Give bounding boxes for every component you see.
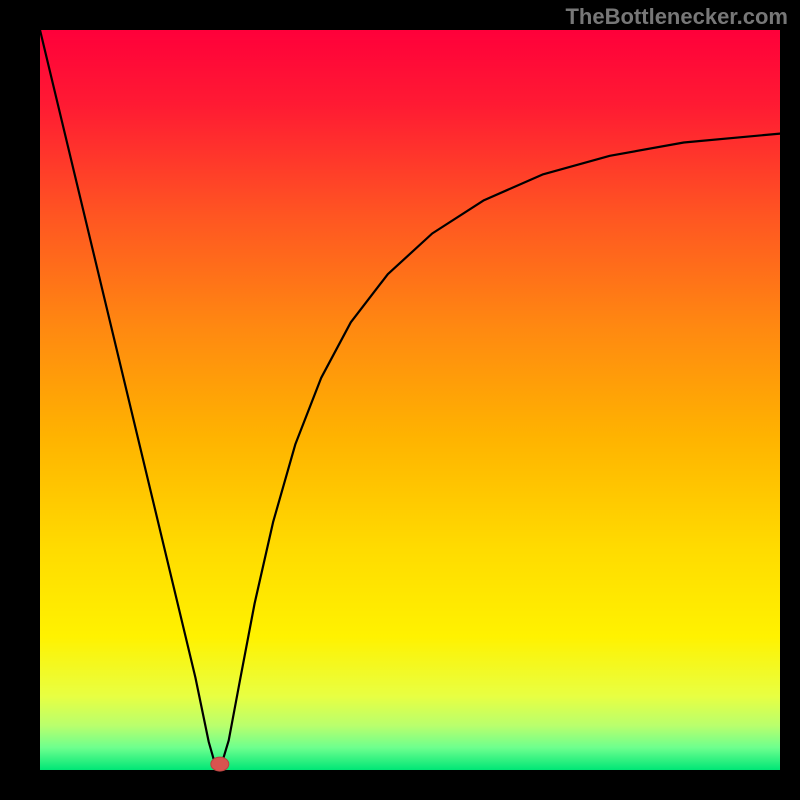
chart-container: TheBottlenecker.com: [0, 0, 800, 800]
plot-background: [40, 30, 780, 770]
watermark-text: TheBottlenecker.com: [565, 4, 788, 30]
optimal-point-marker: [211, 757, 229, 771]
chart-svg: [0, 0, 800, 800]
